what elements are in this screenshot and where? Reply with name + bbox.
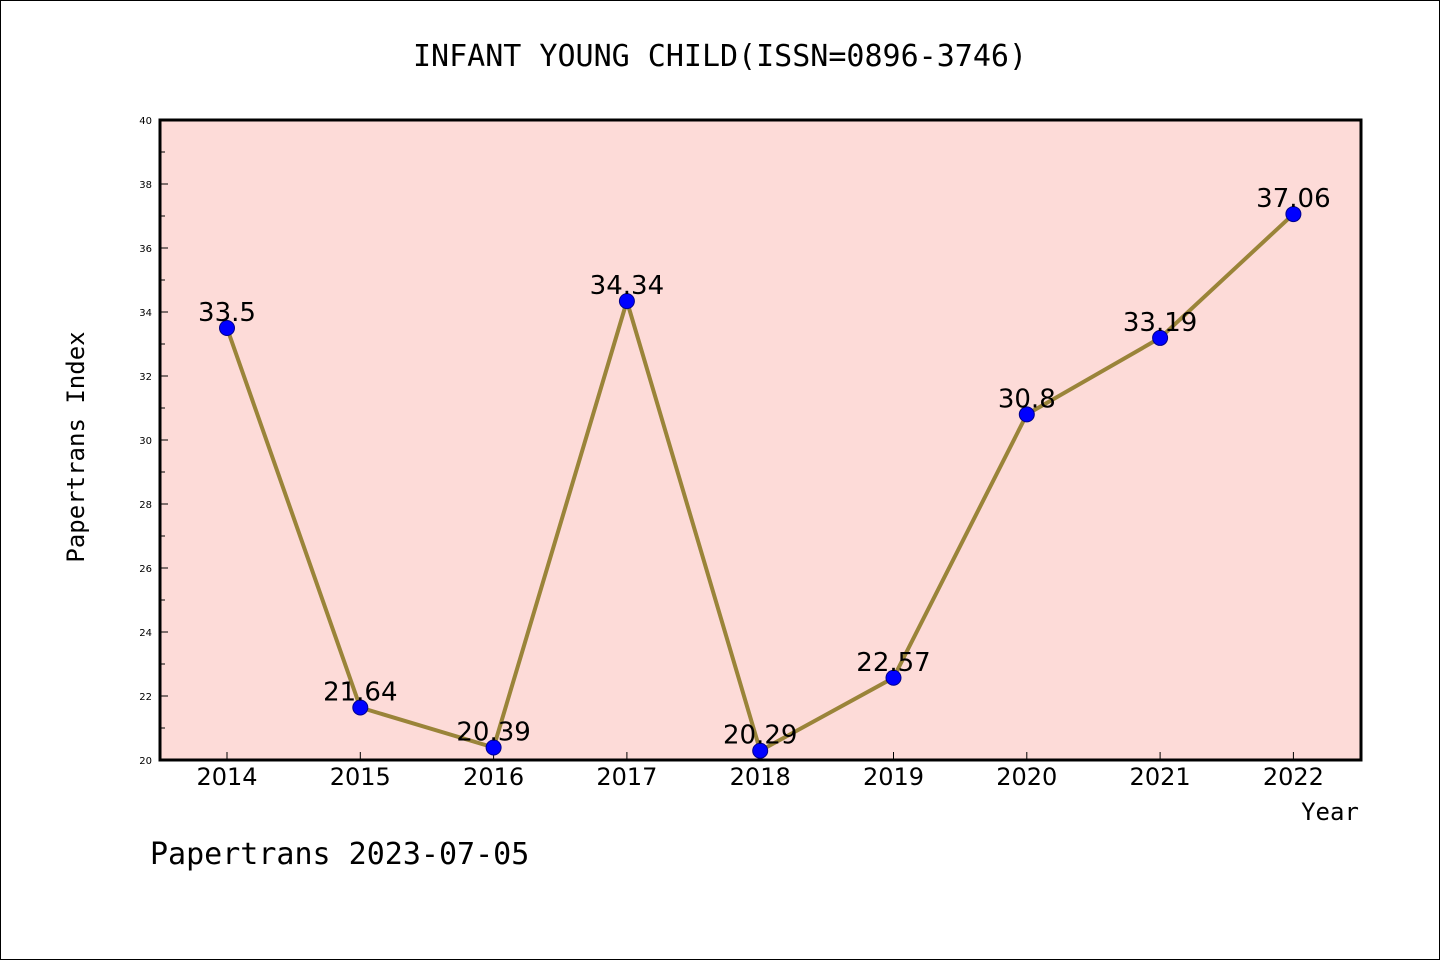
- data-label: 33.5: [198, 298, 256, 328]
- x-tick-label: 2020: [996, 763, 1057, 791]
- data-point: [352, 699, 369, 716]
- x-axis-label: Year: [1301, 798, 1359, 826]
- data-label: 30.8: [998, 384, 1056, 414]
- data-label: 34.34: [590, 271, 664, 301]
- x-tick-label: 2015: [330, 763, 391, 791]
- data-label: 20.39: [456, 718, 530, 748]
- data-point: [1285, 206, 1302, 223]
- y-tick-label: 38: [139, 180, 152, 191]
- y-tick-label: 24: [139, 628, 152, 639]
- data-point: [1152, 329, 1169, 346]
- y-tick-label: 26: [139, 564, 152, 575]
- y-axis-label: Papertrans Index: [62, 331, 90, 562]
- chart-title: INFANT YOUNG CHILD(ISSN=0896-3746): [413, 39, 1027, 74]
- data-point: [485, 739, 502, 756]
- x-tick-label: 2016: [463, 763, 524, 791]
- plot-area: [160, 120, 1361, 760]
- x-tick-label: 2017: [596, 763, 657, 791]
- footer-text: Papertrans 2023-07-05: [150, 837, 529, 872]
- data-point: [885, 669, 902, 686]
- y-tick-label: 32: [139, 372, 152, 383]
- data-label: 33.19: [1123, 308, 1197, 338]
- y-tick-label: 22: [139, 692, 152, 703]
- y-tick-label: 20: [139, 756, 152, 767]
- y-tick-label: 30: [139, 436, 152, 447]
- data-label: 21.64: [323, 678, 397, 708]
- data-point: [1018, 406, 1035, 423]
- data-labels: 33.5 21.64 20.39 34.34 20.29 22.57 30.8 33.19 37…: [198, 184, 1331, 751]
- data-point: [752, 742, 769, 759]
- y-axis-ticks: 20 22 24 26 28 30 32 34 36 38 40: [139, 116, 168, 767]
- data-label: 20.29: [723, 721, 797, 751]
- y-tick-label: 34: [139, 308, 152, 319]
- data-point: [618, 293, 635, 310]
- data-points: [219, 206, 1302, 759]
- x-axis-ticks: 2014 2015 2016 2017 2018 2019 2020 2021 2022: [196, 752, 1324, 791]
- data-label: 22.57: [856, 648, 930, 678]
- x-tick-label: 2021: [1130, 763, 1191, 791]
- data-label: 37.06: [1256, 184, 1330, 214]
- y-tick-label: 40: [139, 116, 152, 127]
- plot-border: [158, 118, 1363, 762]
- x-tick-label: 2022: [1263, 763, 1324, 791]
- y-tick-label: 28: [139, 500, 152, 511]
- x-tick-label: 2019: [863, 763, 924, 791]
- x-tick-label: 2018: [730, 763, 791, 791]
- y-tick-label: 36: [139, 244, 152, 255]
- data-point: [219, 320, 235, 336]
- x-tick-label: 2014: [196, 763, 257, 791]
